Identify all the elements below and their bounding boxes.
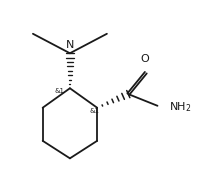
Text: &1: &1 xyxy=(54,88,64,94)
Text: NH$_2$: NH$_2$ xyxy=(169,100,192,114)
Text: &1: &1 xyxy=(89,108,99,114)
Text: N: N xyxy=(66,40,74,50)
Text: O: O xyxy=(140,54,149,64)
